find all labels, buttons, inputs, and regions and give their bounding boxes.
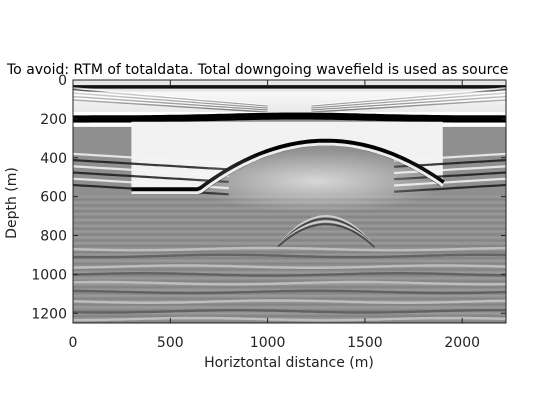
y-tick-label: 800 (40, 229, 67, 245)
flat-layer (73, 309, 506, 314)
flat-layer (73, 253, 506, 259)
x-tick-label: 1000 (250, 335, 286, 351)
flat-layer (73, 264, 506, 269)
x-axis-ticks: 0 500 1000 1500 2000 (69, 80, 480, 351)
y-tick-label: 600 (40, 190, 67, 206)
x-tick-label: 0 (69, 335, 78, 351)
flat-reflector-200m (73, 112, 506, 123)
seismic-image (73, 80, 506, 323)
flat-layer (73, 299, 506, 304)
y-axis-ticks: 0 200 400 600 800 1000 1200 (31, 73, 506, 322)
chart-title: To avoid: RTM of totaldata. Total downgo… (6, 62, 508, 78)
x-tick-label: 500 (157, 335, 184, 351)
flat-layer (73, 272, 506, 277)
dipping-event-right (394, 152, 506, 162)
dome-event (276, 217, 376, 248)
flat-layer (73, 316, 506, 322)
dome-event (276, 223, 376, 248)
x-tick-label: 1500 (347, 335, 383, 351)
y-axis-label: Depth (m) (4, 167, 20, 239)
x-tick-label: 2000 (444, 335, 480, 351)
y-tick-label: 0 (58, 73, 67, 89)
flat-layer (73, 280, 506, 286)
sub-crest-haze (186, 149, 447, 214)
x-axis-label: Horiztontal distance (m) (204, 355, 374, 371)
dome-event (276, 220, 376, 248)
y-tick-label: 1200 (31, 306, 67, 322)
y-tick-label: 1000 (31, 267, 67, 283)
y-tick-label: 200 (40, 112, 67, 128)
dome-event (276, 215, 376, 248)
y-tick-label: 400 (40, 151, 67, 167)
plot-frame (72, 79, 507, 324)
dipping-event-left (73, 152, 229, 165)
flat-layer (73, 246, 506, 252)
flat-layer (73, 289, 506, 295)
